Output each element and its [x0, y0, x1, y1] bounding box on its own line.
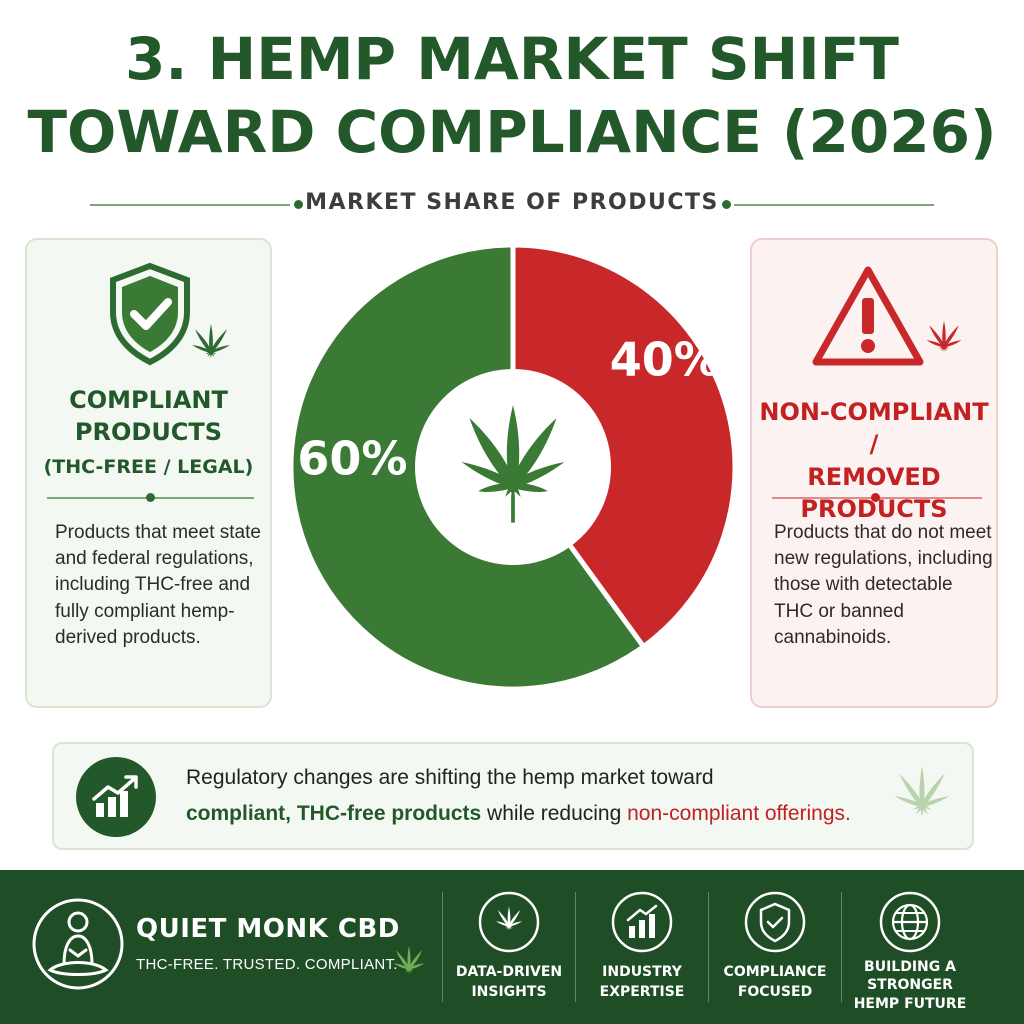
subtitle-rule-left [90, 204, 290, 206]
feature-label-line2: STRONGER [867, 977, 953, 994]
shield-check-icon [105, 262, 205, 371]
footer-separator [442, 892, 443, 1002]
banner-line2-middle: while reducing [481, 802, 628, 825]
footer-separator [841, 892, 842, 1002]
warning-triangle-icon [810, 262, 926, 375]
footer-separator [708, 892, 709, 1002]
feature-label: DATA-DRIVEN INSIGHTS [442, 962, 576, 1003]
subtitle-dot-left [294, 200, 303, 209]
cannabis-leaf-icon [918, 318, 970, 369]
non-compliant-divider-dot [871, 493, 880, 502]
label-non-compliant-percent: 40% [610, 333, 720, 387]
compliant-divider-dot [146, 493, 155, 502]
compliant-card: COMPLIANT PRODUCTS (THC-FREE / LEGAL) Pr… [25, 238, 272, 708]
brand-tagline: THC-FREE. TRUSTED. COMPLIANT. [136, 956, 398, 973]
market-share-donut-chart: 40% 60% [288, 242, 738, 692]
feature-label-line1: BUILDING A [864, 959, 956, 975]
cannabis-leaf-icon [478, 891, 540, 953]
chart-subtitle: MARKET SHARE OF PRODUCTS [0, 190, 1024, 220]
non-compliant-heading-line1: NON-COMPLIANT / [759, 398, 989, 459]
feature-label: BUILDING A STRONGER HEMP FUTURE [843, 958, 977, 1013]
feature-label: COMPLIANCE FOCUSED [708, 962, 842, 1003]
banner-highlight-compliant: compliant, THC-free products [186, 802, 482, 825]
compliant-heading: COMPLIANT PRODUCTS [27, 384, 270, 449]
feature-label-line1: INDUSTRY [602, 964, 682, 980]
compliant-heading-line1: COMPLIANT [69, 386, 228, 414]
subtitle-text: MARKET SHARE OF PRODUCTS [305, 190, 719, 215]
footer-separator [575, 892, 576, 1002]
feature-label-line2: FOCUSED [737, 984, 813, 1001]
compliant-subheading: (THC-FREE / LEGAL) [43, 456, 254, 478]
non-compliant-heading-line2: REMOVED PRODUCTS [800, 462, 948, 524]
subtitle-rule-right [734, 204, 934, 206]
page-title-line1: 3. HEMP MARKET SHIFT [125, 25, 899, 93]
page-title-line2: TOWARD COMPLIANCE (2026) [27, 98, 997, 166]
footer: QUIET MONK CBD THC-FREE. TRUSTED. COMPLI… [0, 870, 1024, 1024]
meditating-monk-icon [30, 894, 126, 999]
cannabis-leaf-icon [386, 944, 432, 989]
feature-label: INDUSTRY EXPERTISE [575, 962, 709, 1003]
feature-hemp-future: BUILDING A STRONGER HEMP FUTURE [843, 890, 977, 1013]
compliant-heading-line2: PRODUCTS [74, 418, 223, 447]
slice-non-compliant [510, 242, 738, 651]
compliant-description: Products that meet state and federal reg… [55, 522, 261, 648]
non-compliant-card: NON-COMPLIANT / REMOVED PRODUCTS Product… [750, 238, 998, 708]
globe-icon [879, 891, 941, 953]
subtitle-dot-right [722, 200, 731, 209]
brand-name: QUIET MONK CBD [136, 914, 400, 944]
label-compliant-percent: 60% [297, 431, 407, 485]
bar-chart-icon [611, 891, 673, 953]
decorative-cannabis-leaf-icon [882, 762, 962, 839]
feature-label-line3: HEMP FUTURE [853, 995, 967, 1012]
feature-label-line1: COMPLIANCE [723, 964, 827, 980]
non-compliant-description: Products that do not meet new regulation… [774, 522, 993, 648]
feature-data-driven: DATA-DRIVEN INSIGHTS [442, 890, 576, 1003]
banner-line1: Regulatory changes are shifting the hemp… [186, 766, 714, 789]
banner-line2: compliant, THC-free products while reduc… [186, 802, 851, 826]
banner-highlight-non-compliant: non-compliant offerings. [627, 802, 851, 825]
feature-label-line2: INSIGHTS [471, 984, 547, 1001]
feature-compliance-focused: COMPLIANCE FOCUSED [708, 890, 842, 1003]
feature-label-line1: DATA-DRIVEN [455, 964, 563, 980]
cannabis-leaf-icon [183, 322, 239, 375]
feature-industry-expertise: INDUSTRY EXPERTISE [575, 890, 709, 1003]
feature-label-line2: EXPERTISE [599, 984, 685, 1001]
summary-banner: Regulatory changes are shifting the hemp… [52, 742, 974, 850]
center-cannabis-leaf-icon [461, 405, 565, 523]
non-compliant-heading: NON-COMPLIANT / REMOVED PRODUCTS [752, 396, 996, 526]
shield-check-icon [744, 891, 806, 953]
growth-chart-icon [76, 757, 156, 837]
